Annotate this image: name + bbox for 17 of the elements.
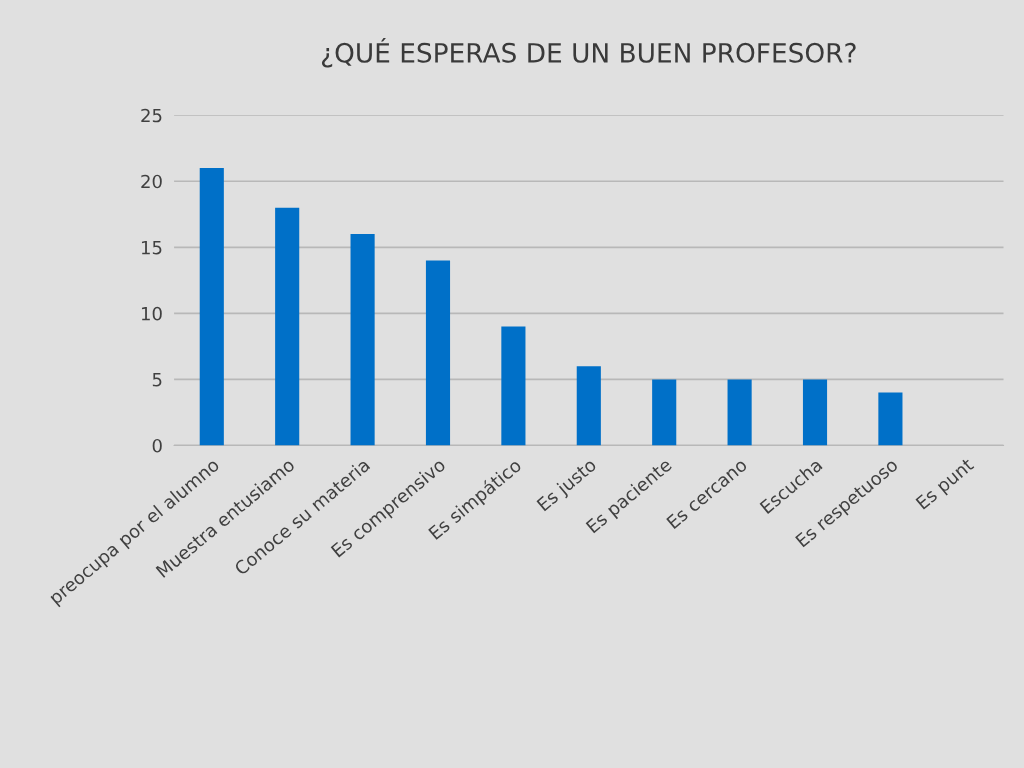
y-tick-label: 0 bbox=[152, 438, 162, 453]
bar bbox=[275, 207, 300, 446]
bar bbox=[727, 379, 752, 446]
chart-title: ¿QUÉ ESPERAS DE UN BUEN PROFESOR? bbox=[321, 38, 856, 68]
y-tick-label: 10 bbox=[141, 306, 162, 321]
bar bbox=[199, 168, 224, 446]
y-tick-label: 25 bbox=[141, 108, 162, 123]
bar bbox=[878, 392, 903, 446]
bar bbox=[501, 326, 526, 446]
y-tick-label: 20 bbox=[141, 174, 162, 189]
bar bbox=[425, 260, 451, 446]
bar bbox=[652, 379, 677, 446]
y-tick-label: 5 bbox=[152, 373, 162, 387]
bar bbox=[350, 234, 375, 446]
bar bbox=[576, 366, 601, 446]
bar bbox=[802, 379, 828, 446]
y-tick-label: 15 bbox=[141, 240, 162, 255]
